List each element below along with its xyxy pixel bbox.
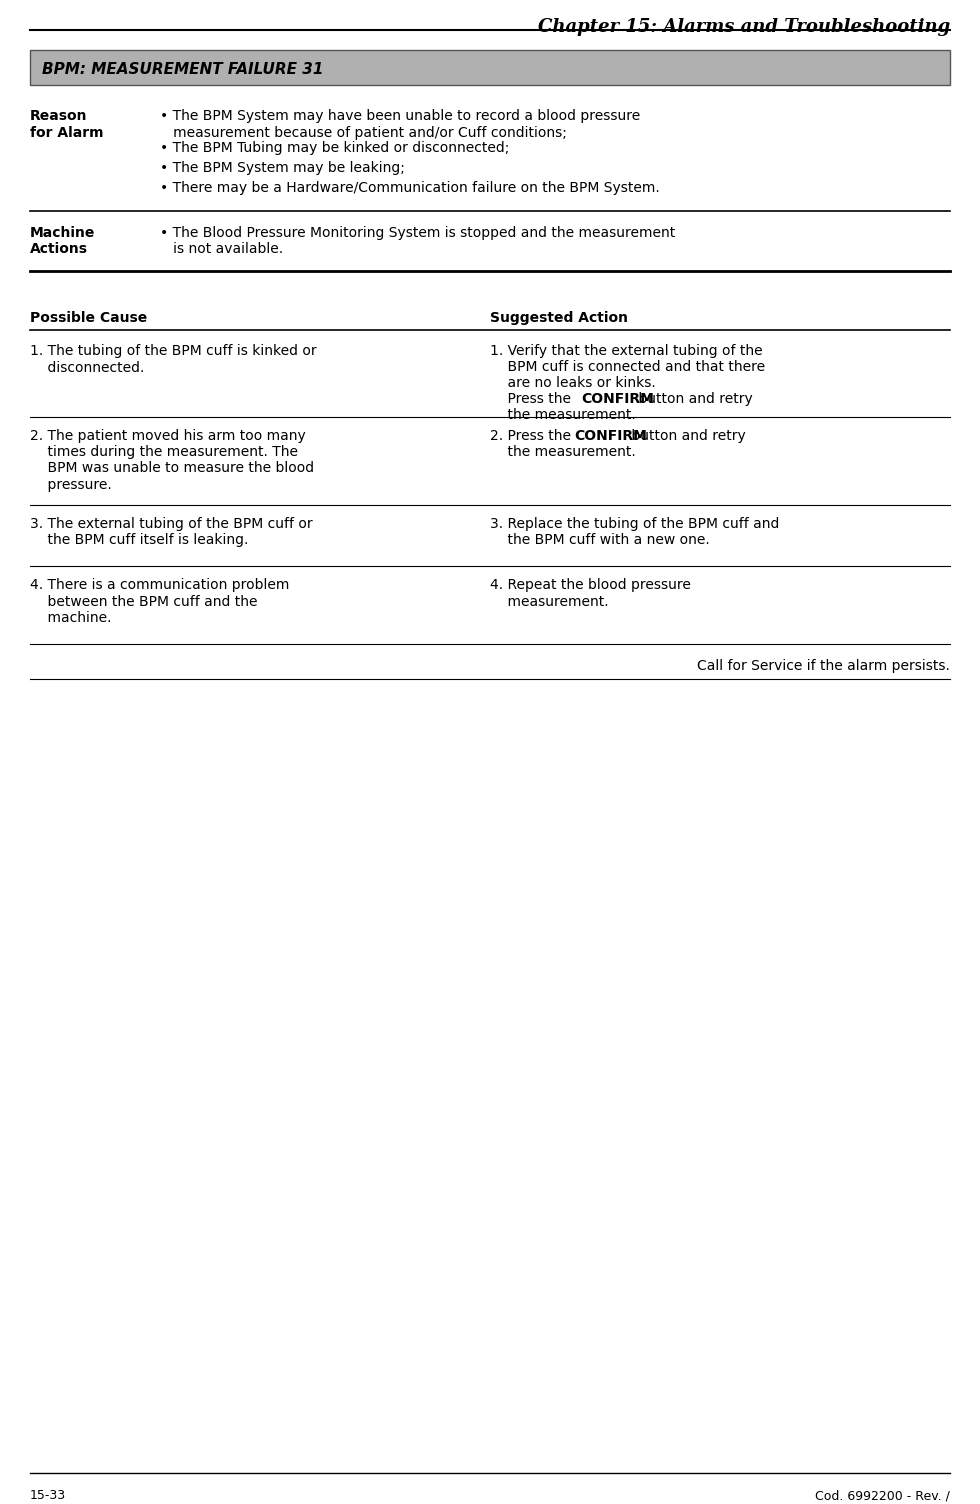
Text: 3. Replace the tubing of the BPM cuff and
    the BPM cuff with a new one.: 3. Replace the tubing of the BPM cuff an… xyxy=(490,517,779,547)
Text: 2. Press the: 2. Press the xyxy=(490,429,575,444)
Text: 15-33: 15-33 xyxy=(30,1489,66,1502)
Text: • The BPM System may have been unable to record a blood pressure
   measurement : • The BPM System may have been unable to… xyxy=(160,110,640,140)
Text: Press the: Press the xyxy=(490,393,575,406)
Text: • The Blood Pressure Monitoring System is stopped and the measurement
   is not : • The Blood Pressure Monitoring System i… xyxy=(160,226,675,256)
Text: button and retry: button and retry xyxy=(627,429,746,444)
Text: the measurement.: the measurement. xyxy=(490,408,636,423)
Text: 1. Verify that the external tubing of the: 1. Verify that the external tubing of th… xyxy=(490,344,762,358)
Text: Cod. 6992200 - Rev. /: Cod. 6992200 - Rev. / xyxy=(815,1489,950,1502)
Text: button and retry: button and retry xyxy=(633,393,753,406)
Text: Reason
for Alarm: Reason for Alarm xyxy=(30,110,104,140)
Text: Possible Cause: Possible Cause xyxy=(30,311,147,325)
Text: 3. The external tubing of the BPM cuff or
    the BPM cuff itself is leaking.: 3. The external tubing of the BPM cuff o… xyxy=(30,517,313,547)
FancyBboxPatch shape xyxy=(30,50,950,84)
Text: Suggested Action: Suggested Action xyxy=(490,311,628,325)
Text: Call for Service if the alarm persists.: Call for Service if the alarm persists. xyxy=(697,659,950,672)
Text: BPM: MEASUREMENT FAILURE 31: BPM: MEASUREMENT FAILURE 31 xyxy=(42,62,323,77)
Text: 4. Repeat the blood pressure
    measurement.: 4. Repeat the blood pressure measurement… xyxy=(490,579,691,609)
Text: the measurement.: the measurement. xyxy=(490,445,636,459)
Text: Chapter 15: Alarms and Troubleshooting: Chapter 15: Alarms and Troubleshooting xyxy=(538,18,950,36)
Text: • There may be a Hardware/Communication failure on the BPM System.: • There may be a Hardware/Communication … xyxy=(160,180,660,196)
Text: 2. The patient moved his arm too many
    times during the measurement. The
    : 2. The patient moved his arm too many ti… xyxy=(30,429,315,492)
Text: Machine
Actions: Machine Actions xyxy=(30,226,95,256)
Text: BPM cuff is connected and that there: BPM cuff is connected and that there xyxy=(490,361,765,374)
Text: CONFIRM: CONFIRM xyxy=(581,393,654,406)
Text: CONFIRM: CONFIRM xyxy=(574,429,648,444)
Text: are no leaks or kinks.: are no leaks or kinks. xyxy=(490,376,656,390)
Text: • The BPM Tubing may be kinked or disconnected;: • The BPM Tubing may be kinked or discon… xyxy=(160,141,510,155)
Text: 4. There is a communication problem
    between the BPM cuff and the
    machine: 4. There is a communication problem betw… xyxy=(30,579,289,624)
Text: • The BPM System may be leaking;: • The BPM System may be leaking; xyxy=(160,161,405,176)
Text: 1. The tubing of the BPM cuff is kinked or
    disconnected.: 1. The tubing of the BPM cuff is kinked … xyxy=(30,344,317,374)
